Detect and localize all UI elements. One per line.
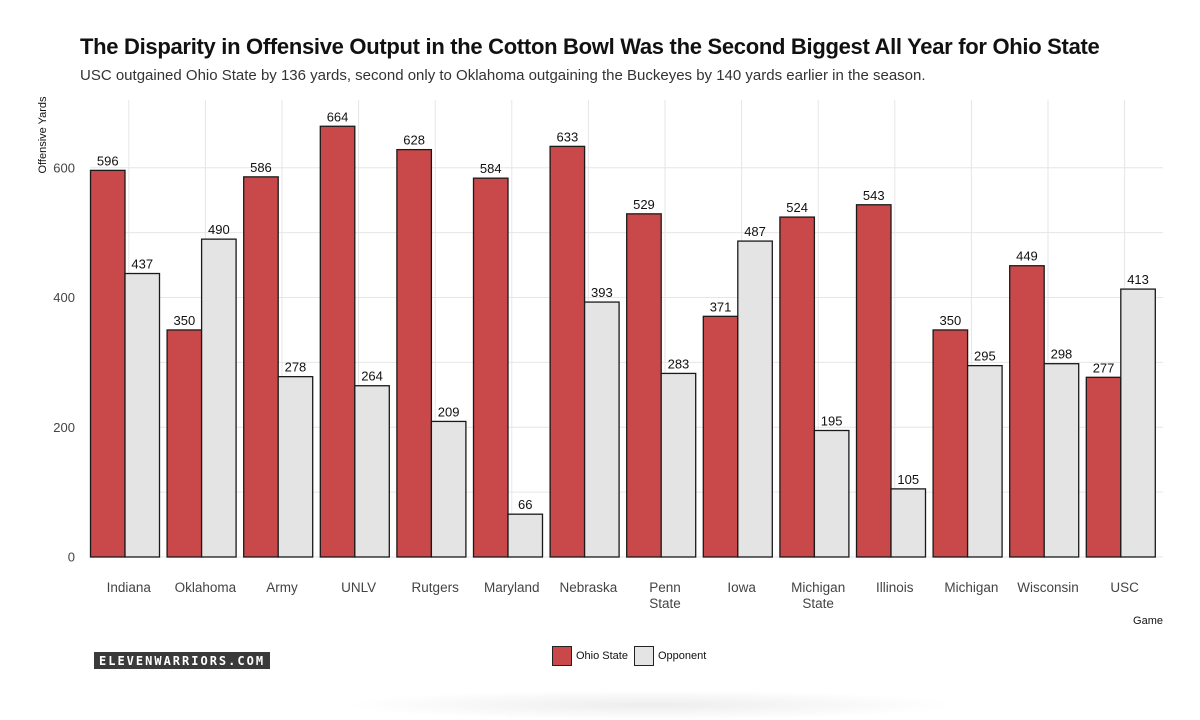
y-tick-label: 0 xyxy=(68,550,75,565)
bar-opponent xyxy=(277,376,314,558)
bar-opponent xyxy=(354,385,390,558)
bar-opponent xyxy=(507,513,544,558)
y-axis-ticks: 0 200 400 600 xyxy=(53,160,75,564)
y-axis-label: Offensive Yards xyxy=(37,96,49,174)
bar-ohio-state xyxy=(166,329,203,558)
data-label: 350 xyxy=(939,313,961,328)
x-tick-label: State xyxy=(649,596,681,611)
bar-opponent xyxy=(583,301,620,558)
x-tick-label: USC xyxy=(1110,580,1139,595)
x-tick-label: Wisconsin xyxy=(1017,580,1079,595)
data-label: 278 xyxy=(285,360,307,375)
x-tick-label: Penn xyxy=(649,580,681,595)
data-label: 586 xyxy=(250,160,272,175)
data-label: 277 xyxy=(1093,360,1115,375)
legend-item-opponent: Opponent xyxy=(633,646,707,666)
data-label: 628 xyxy=(403,133,425,148)
bar-ohio-state xyxy=(932,329,969,558)
data-label: 633 xyxy=(556,129,578,144)
data-label: 490 xyxy=(208,222,230,237)
bar-ohio-state xyxy=(89,169,126,558)
data-label: 437 xyxy=(131,257,153,272)
bar-opponent xyxy=(200,238,237,558)
x-tick-label: Michigan xyxy=(791,580,845,595)
legend-label-opponent: Opponent xyxy=(657,650,707,662)
bar-ohio-state xyxy=(702,315,739,558)
bars xyxy=(89,125,1156,558)
bar-opponent xyxy=(890,488,927,558)
x-tick-label: Illinois xyxy=(876,580,914,595)
bar-ohio-state xyxy=(549,145,586,558)
data-label: 209 xyxy=(438,404,460,419)
bar-ohio-state xyxy=(1085,376,1122,558)
bar-opponent xyxy=(1043,363,1080,558)
data-label: 596 xyxy=(97,153,119,168)
data-label: 66 xyxy=(518,497,532,512)
bar-opponent xyxy=(813,429,850,558)
legend: Ohio State Opponent xyxy=(552,646,712,666)
bottom-shadow xyxy=(340,690,960,720)
bar-opponent xyxy=(737,240,773,558)
legend-item-ohio-state: Ohio State xyxy=(552,646,628,666)
x-tick-label: Nebraska xyxy=(560,580,618,595)
x-tick-label: Rutgers xyxy=(412,580,460,595)
x-axis-label: Game xyxy=(1133,615,1163,627)
data-label: 529 xyxy=(633,197,655,212)
y-tick-label: 600 xyxy=(53,160,75,175)
data-label: 195 xyxy=(821,414,843,429)
data-label: 295 xyxy=(974,349,996,364)
bar-ohio-state xyxy=(243,176,279,558)
bar-ohio-state xyxy=(396,148,433,558)
data-label: 350 xyxy=(173,313,195,328)
data-label: 524 xyxy=(786,200,808,215)
data-label: 584 xyxy=(480,161,502,176)
bar-ohio-state xyxy=(855,204,892,558)
bar-opponent xyxy=(966,364,1003,558)
data-label: 449 xyxy=(1016,249,1038,264)
legend-swatch-opponent xyxy=(633,646,654,666)
bar-opponent xyxy=(1120,288,1156,558)
x-tick-label: Army xyxy=(266,580,298,595)
bar-opponent xyxy=(660,372,697,558)
bar-ohio-state xyxy=(319,125,356,558)
data-label: 371 xyxy=(710,299,732,314)
data-label: 283 xyxy=(668,356,690,371)
data-label: 393 xyxy=(591,285,613,300)
bar-ohio-state xyxy=(472,177,509,558)
x-tick-label: Iowa xyxy=(727,580,756,595)
bar-opponent xyxy=(430,420,467,558)
x-tick-label: Michigan xyxy=(944,580,998,595)
data-label: 264 xyxy=(361,369,383,384)
chart-title: The Disparity in Offensive Output in the… xyxy=(80,34,1100,59)
elevenwarriors-logo: ELEVENWARRIORS.COM xyxy=(94,652,271,669)
data-label: 413 xyxy=(1127,272,1149,287)
bar-ohio-state xyxy=(626,213,662,558)
x-tick-label: UNLV xyxy=(341,580,376,595)
x-tick-label: Oklahoma xyxy=(175,580,237,595)
x-axis-ticks: Indiana Oklahoma Army UNLV Rutgers Maryland Ne… xyxy=(107,580,1139,611)
data-label: 664 xyxy=(327,109,349,124)
chart-subtitle: USC outgained Ohio State by 136 yards, s… xyxy=(80,67,926,84)
y-tick-label: 400 xyxy=(53,290,75,305)
data-label: 298 xyxy=(1051,347,1073,362)
data-label: 105 xyxy=(897,472,919,487)
y-tick-label: 200 xyxy=(53,420,75,435)
data-labels: 596 350 586 664 628 584 633 529 371 524 543 350 449 2… xyxy=(97,109,1149,512)
x-tick-label: State xyxy=(802,596,834,611)
bar-opponent xyxy=(124,272,161,558)
bar-ohio-state xyxy=(779,216,816,558)
x-tick-label: Indiana xyxy=(107,580,152,595)
data-label: 543 xyxy=(863,188,885,203)
legend-label-ohio-state: Ohio State xyxy=(576,650,628,662)
bar-ohio-state xyxy=(1009,265,1045,558)
data-label: 487 xyxy=(744,224,766,239)
x-tick-label: Maryland xyxy=(484,580,540,595)
legend-swatch-ohio-state xyxy=(552,646,572,666)
